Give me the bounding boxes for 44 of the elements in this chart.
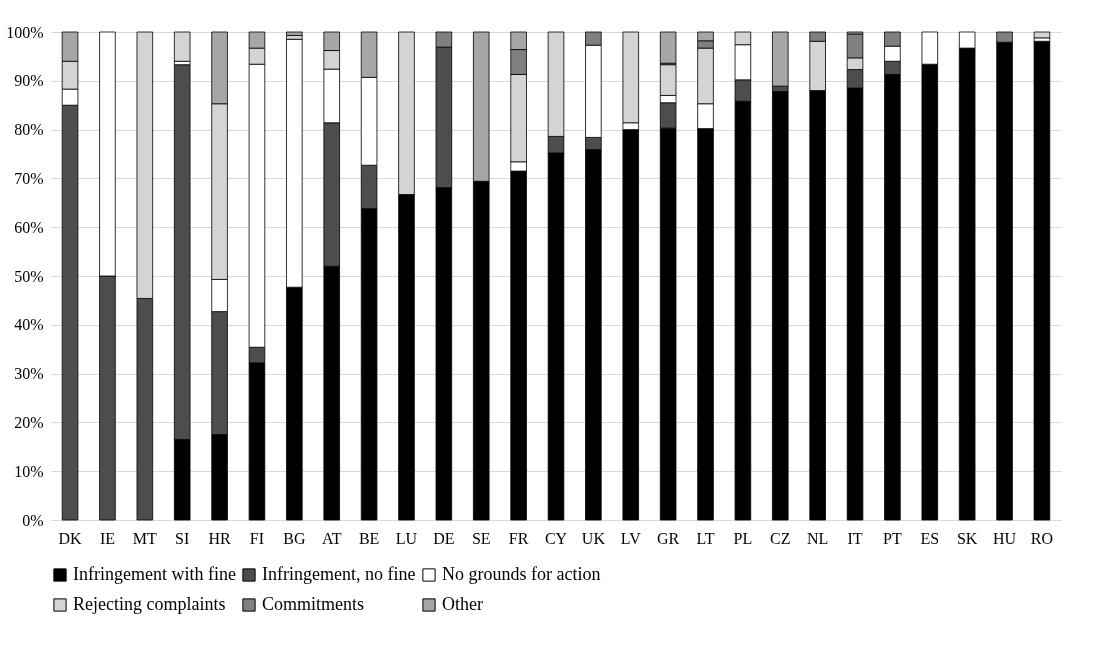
y-tick-label: 60% [14, 218, 44, 236]
x-tick-label: RO [1030, 529, 1054, 547]
y-tick-label: 0% [22, 511, 44, 529]
y-tick-label: 100% [6, 23, 44, 41]
x-tick-label: SK [956, 529, 978, 547]
x-tick-label: ES [920, 529, 940, 547]
x-tick-label: AT [321, 529, 342, 547]
x-tick-label: FI [249, 529, 265, 547]
x-tick-label: BE [358, 529, 380, 547]
x-tick-label: GR [657, 529, 680, 547]
x-tick-label: DK [58, 529, 83, 547]
x-tick-label: HR [208, 529, 232, 547]
x-tick-label: FR [508, 529, 529, 547]
legend-label: Rejecting complaints [73, 594, 226, 614]
x-tick-label: CY [544, 529, 568, 547]
x-tick-label: IE [99, 529, 115, 547]
y-tick-label: 50% [14, 267, 44, 285]
y-tick-label: 90% [14, 72, 44, 90]
x-tick-label: HU [993, 529, 1017, 547]
x-tick-label: LT [696, 529, 715, 547]
y-tick-label: 30% [14, 365, 44, 383]
x-tick-label: MT [132, 529, 158, 547]
x-tick-label: IT [847, 529, 863, 547]
x-tick-label: DE [433, 529, 455, 547]
legend-label: Infringement, no fine [262, 564, 416, 584]
x-tick-label: PL [733, 529, 753, 547]
x-tick-label: LV [620, 529, 642, 547]
legend-label: Commitments [262, 594, 365, 614]
x-tick-label: PT [883, 529, 902, 547]
y-tick-label: 80% [14, 121, 44, 139]
y-tick-label: 20% [14, 413, 44, 431]
x-tick-label: CZ [770, 529, 791, 547]
x-tick-label: LU [395, 529, 418, 547]
x-tick-label: NL [806, 529, 829, 547]
x-tick-label: SI [175, 529, 190, 547]
y-tick-label: 70% [14, 169, 44, 187]
legend-label: Infringement with fine [73, 564, 236, 584]
x-tick-label: SE [471, 529, 491, 547]
x-tick-label: BG [283, 529, 306, 547]
y-tick-label: 10% [14, 462, 44, 480]
y-tick-label: 40% [14, 316, 44, 334]
legend-label: No grounds for action [442, 564, 601, 584]
legend-label: Other [442, 594, 483, 614]
x-tick-label: UK [581, 529, 606, 547]
